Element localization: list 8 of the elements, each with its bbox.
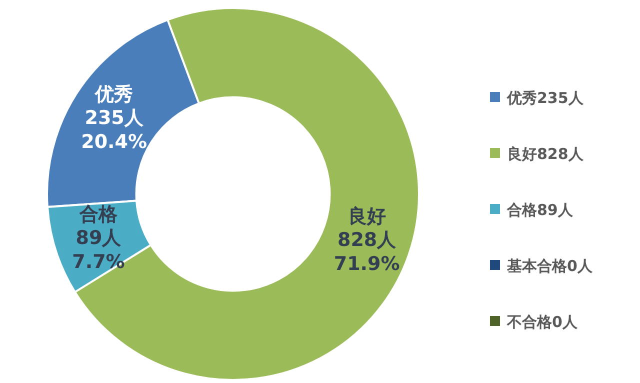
legend-label: 良好828人 bbox=[507, 145, 584, 163]
legend-label: 基本合格0人 bbox=[506, 257, 594, 275]
data-label: 良好 828人 71.9% bbox=[334, 205, 400, 275]
legend-label: 优秀235人 bbox=[506, 89, 584, 107]
legend-label: 不合格0人 bbox=[506, 313, 578, 331]
data-label: 合格 89人 7.7% bbox=[72, 203, 125, 273]
data-label: 优秀 235人 20.4% bbox=[81, 83, 148, 153]
legend-label: 合格89人 bbox=[506, 201, 574, 219]
